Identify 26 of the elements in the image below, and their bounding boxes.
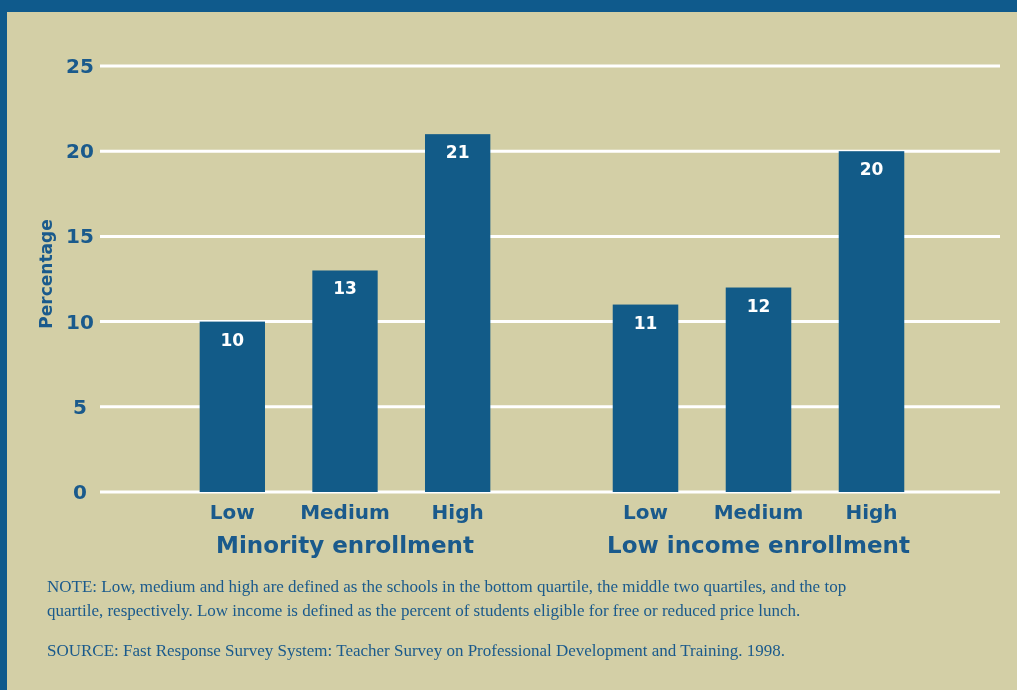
- x-tick-label: Medium: [713, 500, 804, 524]
- text: NOTE: Low, medium and high are defined as the schools in the bottom quartile, the middle two quartiles, and the top quartile, respectively. Low income is defined as the percent of students eligible for free or reduced price lunch.: [47, 577, 847, 620]
- data-label: 13: [333, 278, 357, 299]
- x-tick-label: Low: [623, 500, 668, 524]
- bar: [199, 321, 266, 492]
- bar: [312, 270, 378, 492]
- y-tick-label: 20: [66, 139, 94, 164]
- y-tick-label: 10: [66, 309, 94, 334]
- data-label: 11: [633, 312, 658, 333]
- y-axis-title: Percentage: [36, 219, 56, 329]
- data-label: 21: [445, 142, 470, 163]
- x-tick-label: High: [431, 500, 484, 524]
- y-tick-label: 5: [73, 394, 87, 419]
- data-label: 10: [220, 329, 245, 350]
- source-note: SOURCE: Fast Response Survey System: Teacher Survey on Professional Development and Training. 1998.: [47, 641, 785, 660]
- x-tick-label: Medium: [300, 500, 390, 524]
- x-axis-title: Minority enrollment: [216, 532, 474, 558]
- y-tick-label: 25: [66, 54, 94, 78]
- data-label: 20: [859, 159, 884, 180]
- bar: [424, 134, 491, 492]
- y-tick-label: 15: [66, 224, 94, 249]
- x-tick-label: Low: [209, 500, 255, 524]
- x-tick-label: High: [845, 500, 898, 524]
- data-label: 12: [746, 295, 771, 316]
- x-axis-title: Low income enrollment: [607, 532, 910, 558]
- y-tick-label: 0: [73, 480, 87, 504]
